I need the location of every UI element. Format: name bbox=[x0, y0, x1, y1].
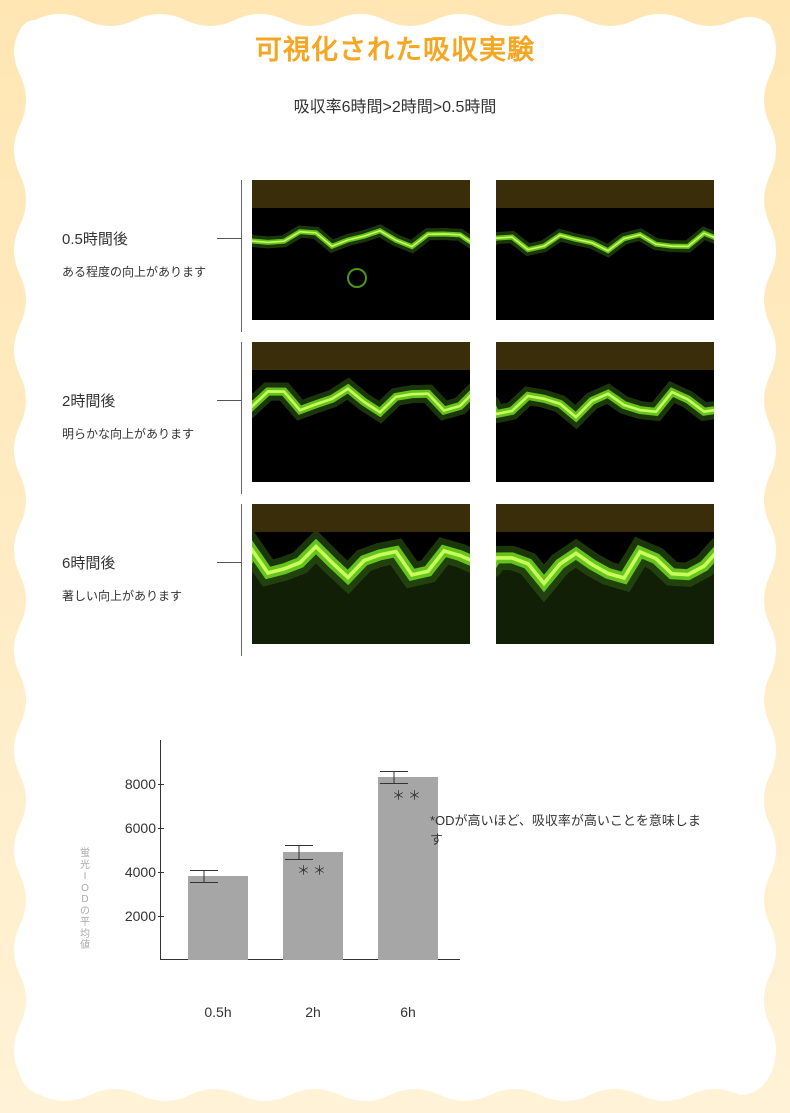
bar-2h: ＊＊ bbox=[283, 852, 343, 960]
significance-mark: ＊＊ bbox=[283, 860, 343, 879]
row-time: 0.5時間後 bbox=[62, 228, 237, 249]
row-desc: ある程度の向上があります bbox=[62, 263, 237, 280]
chart-ylabel: 蛍光IODの平均値 bbox=[78, 848, 92, 952]
row-time: 2時間後 bbox=[62, 390, 237, 411]
ytick: 4000 bbox=[118, 864, 156, 880]
chart-note: *ODが高いほど、吸収率が高いことを意味します bbox=[430, 810, 710, 848]
page-subtitle: 吸収率6時間>2時間>0.5時間 bbox=[0, 93, 790, 117]
bar-6h: ＊＊ bbox=[378, 777, 438, 960]
micro-image-r0-c0 bbox=[252, 180, 470, 320]
micro-image-r1-c1 bbox=[496, 342, 714, 482]
xlabel: 2h bbox=[283, 1004, 343, 1020]
micro-image-r0-c1 bbox=[496, 180, 714, 320]
y-axis bbox=[160, 740, 161, 960]
error-bar bbox=[380, 771, 408, 784]
row-desc: 明らかな向上があります bbox=[62, 425, 237, 442]
micro-row-2: 6時間後著しい向上があります bbox=[62, 504, 750, 644]
micro-image-r2-c0 bbox=[252, 504, 470, 644]
bar-chart: 20004000600080000.5h＊＊2h＊＊6h bbox=[160, 740, 460, 960]
error-bar bbox=[190, 870, 218, 883]
microscopy-grid: 显微镜观察结果(组1) 显微镜观察结果(组2) 0.5時間後ある程度の向上があり… bbox=[62, 180, 750, 680]
ytick: 2000 bbox=[118, 908, 156, 924]
error-bar bbox=[285, 845, 313, 860]
ytick: 8000 bbox=[118, 776, 156, 792]
page-title: 可視化された吸収実験 bbox=[0, 28, 790, 67]
micro-image-r2-c1 bbox=[496, 504, 714, 644]
significance-mark: ＊＊ bbox=[378, 785, 438, 804]
micro-row-0: 0.5時間後ある程度の向上があります bbox=[62, 180, 750, 320]
row-desc: 著しい向上があります bbox=[62, 587, 237, 604]
bar-chart-area: 蛍光IODの平均値 20004000600080000.5h＊＊2h＊＊6h *… bbox=[90, 740, 710, 1060]
xlabel: 0.5h bbox=[188, 1004, 248, 1020]
micro-image-r1-c0 bbox=[252, 342, 470, 482]
ytick: 6000 bbox=[118, 820, 156, 836]
row-time: 6時間後 bbox=[62, 552, 237, 573]
bar-0.5h bbox=[188, 876, 248, 960]
xlabel: 6h bbox=[378, 1004, 438, 1020]
micro-row-1: 2時間後明らかな向上があります bbox=[62, 342, 750, 482]
